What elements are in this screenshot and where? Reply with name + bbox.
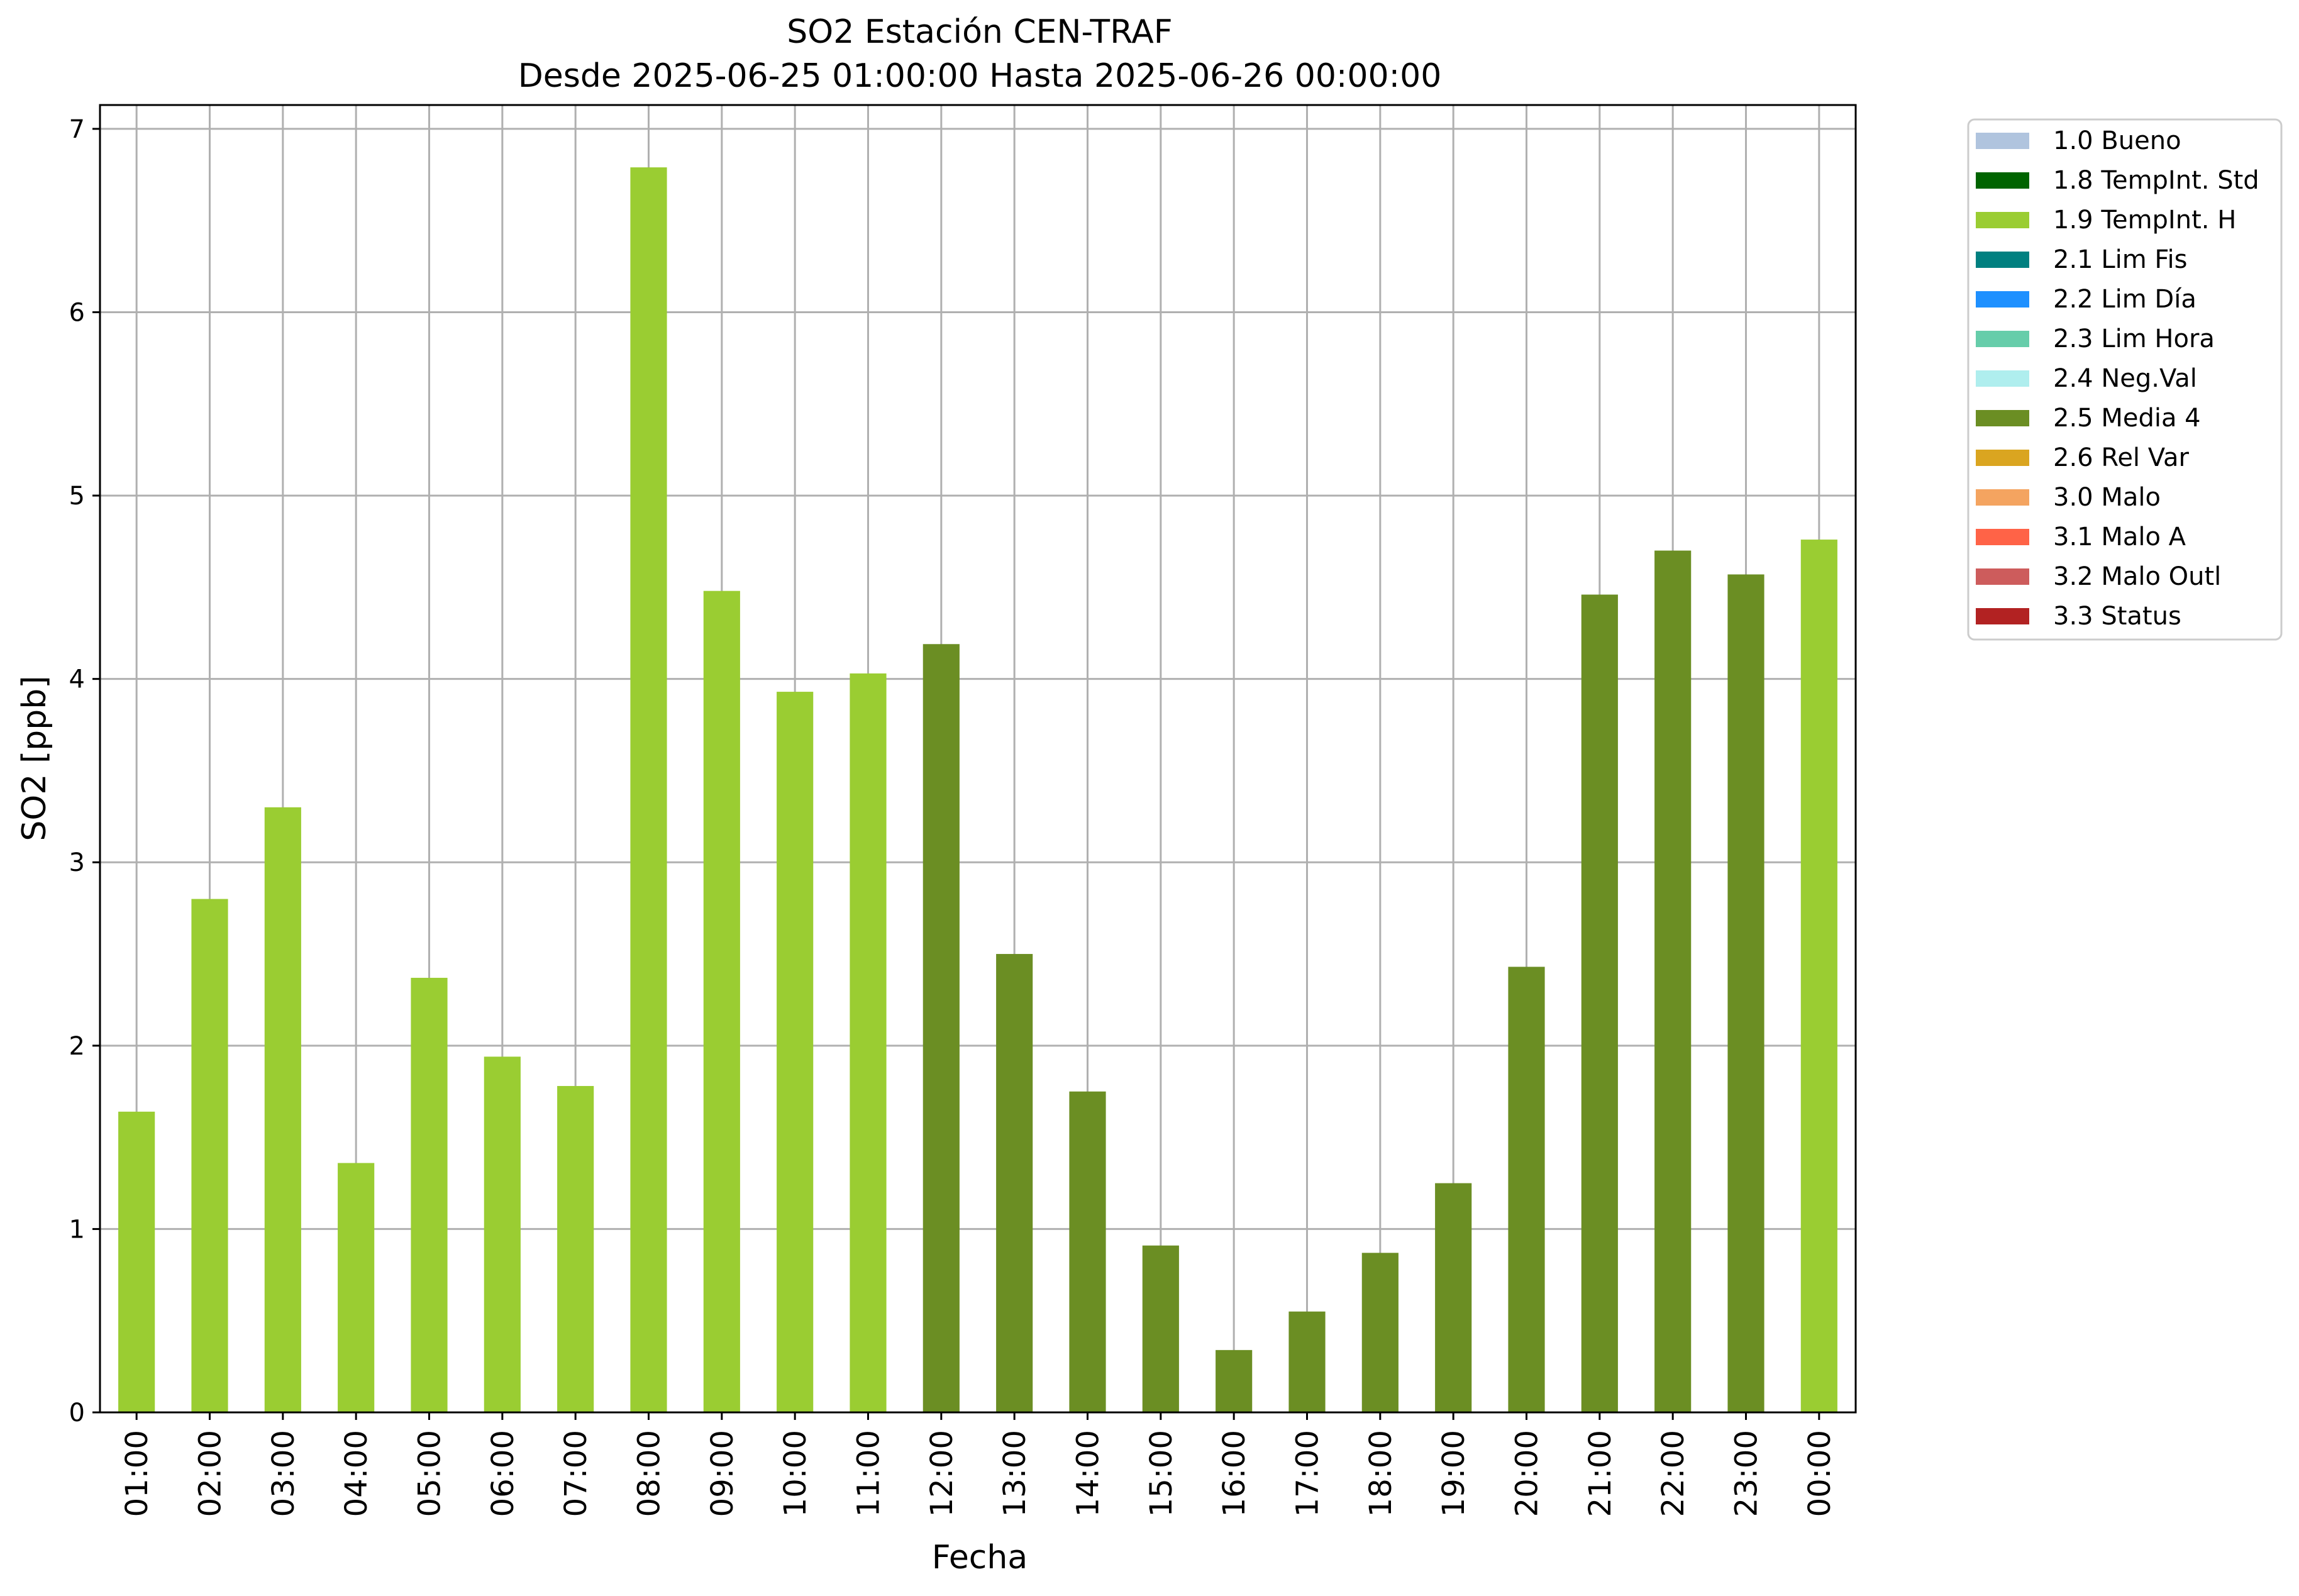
legend-label: 1.8 TempInt. Std — [2053, 166, 2259, 195]
legend-label: 1.0 Bueno — [2053, 126, 2181, 155]
y-tick-label: 2 — [69, 1032, 85, 1061]
bar-0100 — [118, 1111, 155, 1412]
bar-1800 — [1361, 1253, 1399, 1412]
legend-label: 2.1 Lim Fis — [2053, 245, 2187, 274]
x-tick-label: 11:00 — [851, 1430, 887, 1517]
legend-label: 2.2 Lim Día — [2053, 285, 2197, 314]
bar-0300 — [264, 807, 301, 1412]
legend-box — [1967, 118, 2283, 641]
bar-0700 — [557, 1085, 594, 1412]
legend-label: 2.5 Media 4 — [2053, 404, 2201, 433]
chart-subtitle: Desde 2025-06-25 01:00:00 Hasta 2025-06-… — [518, 57, 1442, 95]
x-tick-label: 13:00 — [997, 1430, 1033, 1517]
bar-0900 — [703, 590, 740, 1412]
x-tick-label: 23:00 — [1729, 1430, 1764, 1517]
legend-swatch — [1976, 489, 2029, 506]
x-tick-label: 06:00 — [485, 1430, 521, 1517]
y-tick-label: 7 — [69, 115, 85, 144]
legend-swatch — [1976, 608, 2029, 624]
legend-swatch — [1976, 133, 2029, 149]
legend-label: 2.3 Lim Hora — [2053, 324, 2215, 353]
bar-2000 — [1508, 967, 1545, 1412]
y-tick-label: 3 — [69, 848, 85, 877]
bar-1900 — [1435, 1183, 1472, 1412]
x-tick-label: 20:00 — [1510, 1430, 1545, 1517]
x-tick-label: 02:00 — [193, 1430, 228, 1517]
bar-1400 — [1069, 1091, 1106, 1412]
x-tick-label: 17:00 — [1290, 1430, 1326, 1517]
x-tick-label: 08:00 — [632, 1430, 667, 1517]
y-tick-label: 5 — [69, 482, 85, 511]
bar-0800 — [630, 167, 667, 1412]
axes — [99, 104, 1857, 1414]
legend: 1.0 Bueno 1.8 TempInt. Std 1.9 TempInt. H 2… — [1967, 118, 2283, 641]
bar-1500 — [1142, 1245, 1179, 1412]
x-tick-label: 10:00 — [778, 1430, 813, 1517]
x-axis-label: Fecha — [932, 1539, 1028, 1577]
x-tick-label: 12:00 — [924, 1430, 960, 1517]
x-tick-label: 01:00 — [119, 1430, 155, 1517]
x-tick-label: 00:00 — [1802, 1430, 1837, 1517]
legend-swatch — [1976, 212, 2029, 228]
bar-0500 — [411, 977, 448, 1412]
legend-swatch — [1976, 291, 2029, 308]
y-axis-ticks: 0 1 2 3 4 5 6 7 — [69, 115, 100, 1427]
bar-1100 — [850, 673, 887, 1412]
x-tick-label: 05:00 — [413, 1430, 448, 1517]
legend-swatch — [1976, 172, 2029, 189]
legend-swatch — [1976, 252, 2029, 268]
legend-swatch — [1976, 331, 2029, 347]
legend-label: 2.6 Rel Var — [2053, 443, 2190, 472]
legend-label: 3.0 Malo — [2053, 483, 2161, 512]
bar-2100 — [1581, 594, 1618, 1413]
bar-1700 — [1288, 1311, 1326, 1412]
legend-swatch — [1976, 568, 2029, 585]
legend-label: 1.9 TempInt. H — [2053, 206, 2236, 235]
x-tick-label: 09:00 — [705, 1430, 740, 1517]
bar-2300 — [1727, 574, 1764, 1412]
bars — [118, 167, 1837, 1413]
legend-swatch — [1976, 410, 2029, 426]
x-tick-label: 21:00 — [1583, 1430, 1618, 1517]
x-tick-label: 07:00 — [558, 1430, 594, 1517]
bar-1600 — [1216, 1349, 1253, 1412]
legend-swatch — [1976, 370, 2029, 387]
legend-swatch — [1976, 529, 2029, 545]
bar-0600 — [484, 1056, 521, 1412]
legend-swatch — [1976, 450, 2029, 466]
legend-label: 3.2 Malo Outl — [2053, 562, 2221, 591]
bar-2200 — [1654, 550, 1692, 1412]
x-tick-label: 04:00 — [339, 1430, 374, 1517]
x-tick-label: 16:00 — [1217, 1430, 1252, 1517]
legend-label: 3.1 Malo A — [2053, 523, 2186, 551]
y-tick-label: 0 — [69, 1399, 85, 1427]
bar-0400 — [338, 1163, 375, 1412]
y-axis-label: SO2 [ppb] — [16, 675, 53, 841]
bar-1000 — [777, 692, 814, 1412]
plot-frame — [99, 104, 1857, 1414]
y-tick-label: 6 — [69, 298, 85, 327]
bar-0200 — [191, 899, 228, 1412]
legend-label: 3.3 Status — [2053, 602, 2181, 631]
x-tick-label: 03:00 — [266, 1430, 301, 1517]
bar-1300 — [996, 954, 1033, 1412]
x-axis-ticks: 01:00 02:00 03:00 04:00 05:00 06:00 07:00 08:00… — [119, 1412, 1837, 1517]
y-tick-label: 1 — [69, 1215, 85, 1244]
chart-title: SO2 Estación CEN-TRAF — [787, 13, 1172, 51]
x-tick-label: 15:00 — [1144, 1430, 1179, 1517]
x-tick-label: 14:00 — [1071, 1430, 1106, 1517]
legend-label: 2.4 Neg.Val — [2053, 364, 2197, 393]
x-tick-label: 19:00 — [1436, 1430, 1471, 1517]
bar-0000 — [1800, 540, 1837, 1412]
x-tick-label: 18:00 — [1363, 1430, 1399, 1517]
bar-1200 — [922, 644, 960, 1412]
y-tick-label: 4 — [69, 665, 85, 694]
x-tick-label: 22:00 — [1656, 1430, 1691, 1517]
